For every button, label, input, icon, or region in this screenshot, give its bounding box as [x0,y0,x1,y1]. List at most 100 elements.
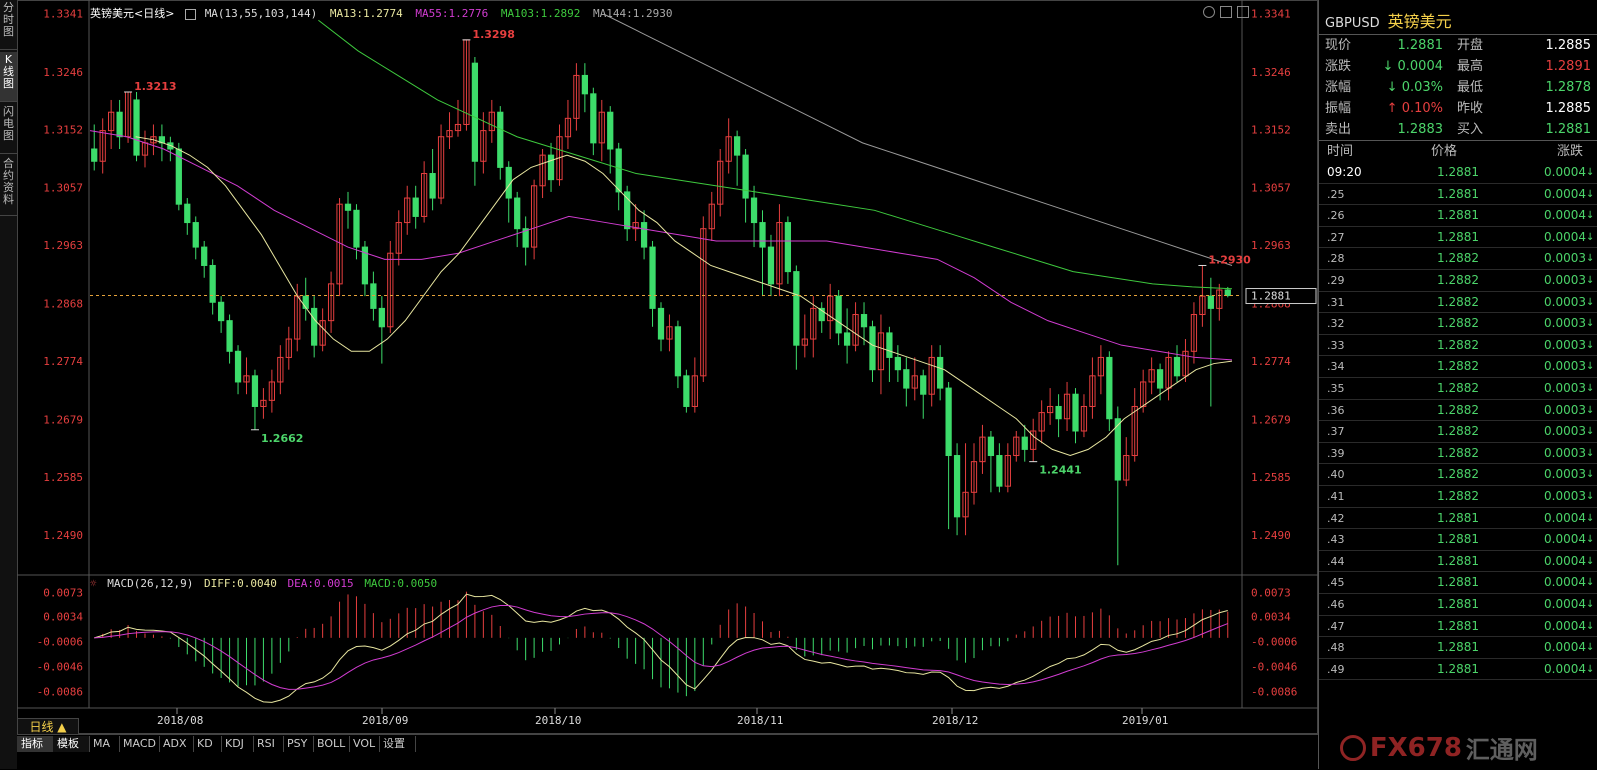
trade-time: .40 [1327,468,1345,482]
indicator-button-7[interactable]: RSI [253,736,284,752]
candle-body [539,154,546,187]
symbol-title: GBPUSD 英镑美元 [1325,8,1452,32]
ma-toggle-icon[interactable] [185,8,197,20]
restore-icon[interactable] [1220,6,1232,18]
candle-body [640,222,648,248]
trade-change: 0.0004 [1544,661,1586,676]
indicator-button-4[interactable]: ADX [159,736,194,752]
candle-body [1063,393,1071,420]
candle-body [319,320,326,346]
tab-contract-info[interactable]: 合约资料 [0,156,17,216]
kline-chart[interactable]: 1.3341 1.3341 1.3246 1.3246 1.3152 1.3152 1.30… [17,0,1318,734]
candle-body [970,461,978,493]
indicator-button-11[interactable]: 设置 [379,736,416,752]
indicator-button-8[interactable]: PSY [283,736,314,752]
trade-row: .48 1.2881 0.0004 ↓ [1319,637,1597,659]
quote-value: 1.2883 [1397,122,1444,137]
macd-dea-line [94,604,1228,690]
down-arrow-icon: ↓ [1586,620,1595,632]
chart-title: 英镑美元<日线> [90,7,175,20]
down-arrow-icon: ↓ [1586,663,1595,675]
candle-body [742,154,749,199]
down-arrow-icon: ↓ [1586,339,1595,351]
trade-change: 0.0004 [1544,553,1586,568]
indicator-button-0[interactable]: 指标 [17,736,54,752]
down-arrow-icon: ↓ [1586,231,1595,243]
zoom-icon[interactable] [1203,6,1215,18]
trade-change: 0.0004 [1544,640,1586,655]
tab-kline[interactable]: K线图 [0,52,17,102]
trade-price: 1.2882 [1437,273,1479,287]
candle-body [437,136,445,199]
trade-price: 1.2881 [1437,553,1479,568]
trade-time: .43 [1327,533,1345,547]
down-arrow-icon: ↓ [1586,188,1595,200]
trade-change: 0.0003 [1544,273,1586,287]
candle-body [683,375,690,407]
candle-body [209,264,216,303]
tab-flash[interactable]: 闪电图 [0,104,17,154]
price-tick-left: 1.2868 [43,297,83,310]
maximize-icon[interactable] [1237,6,1249,18]
candle-body [717,160,724,205]
quote-label: 昨收 [1457,101,1484,116]
quote-value: 1.2885 [1545,38,1592,53]
candle-body [1123,455,1130,481]
trade-change: 0.0004 [1544,532,1586,547]
macd-settings-icon[interactable]: ☼ [90,577,97,590]
trade-time: .33 [1327,338,1345,352]
trade-price: 1.2882 [1437,316,1479,331]
trade-change: 0.0003 [1544,467,1586,482]
candle-body [945,387,952,457]
price-tick-left: 1.3152 [43,123,83,136]
candle-body [1173,356,1181,377]
price-tick-right: 1.2774 [1251,355,1291,368]
trade-time: .48 [1327,641,1345,655]
candle-body [649,246,656,309]
candle-body [260,399,267,407]
trade-header: 时间 价格 涨跌 [1319,140,1597,162]
candle-body [251,375,259,407]
trade-price: 1.2882 [1437,402,1479,417]
trade-time: .25 [1327,187,1345,201]
trade-change: 0.0003 [1544,445,1586,460]
ma-label: MA(13,55,103,144) [204,7,318,20]
candle-body [607,111,614,150]
candle-body [234,350,242,383]
down-arrow-icon: ↓ [1586,447,1595,459]
tab-timeshare[interactable]: 分时图 [0,0,17,50]
candle-body [750,197,758,224]
candle-body [894,356,901,371]
indicator-button-3[interactable]: MACD [119,736,160,752]
trade-row: .34 1.2882 0.0003 ↓ [1319,356,1597,378]
current-price-tag: 1.2881 [1251,290,1291,303]
indicator-button-10[interactable]: VOL [349,736,380,752]
quote-label: 振幅 [1325,101,1352,116]
price-tick-left: 1.2679 [43,413,83,426]
indicator-button-1[interactable]: 模板 [53,736,90,752]
candle-body [175,148,182,205]
ma144-line [603,13,1233,266]
chart-frame [17,0,1318,734]
candle-body [1216,289,1223,309]
candle-body [598,111,605,144]
quote-value: ↓ 0.03% [1386,80,1443,95]
candle-body [522,228,529,248]
indicator-button-2[interactable]: MA [89,736,120,752]
quote-row: 卖出 1.2883 买入 1.2881 [1319,119,1597,140]
price-tick-right: 1.2490 [1251,529,1291,542]
quote-row: 振幅 ↑ 0.10% 昨收 1.2885 [1319,98,1597,119]
trade-row: .49 1.2881 0.0004 ↓ [1319,659,1597,681]
candle-body [1047,405,1054,414]
trade-row: .27 1.2881 0.0004 ↓ [1319,227,1597,249]
indicator-button-9[interactable]: BOLL [313,736,350,752]
candle-body [404,197,411,224]
indicator-button-6[interactable]: KDJ [221,736,254,752]
trade-change: 0.0003 [1544,359,1586,374]
candle-body [133,99,140,156]
trade-row: .40 1.2882 0.0003 ↓ [1319,464,1597,486]
candle-body [395,222,402,254]
indicator-button-5[interactable]: KD [193,736,222,752]
trade-price: 1.2881 [1437,618,1479,633]
candle-body [564,117,572,138]
